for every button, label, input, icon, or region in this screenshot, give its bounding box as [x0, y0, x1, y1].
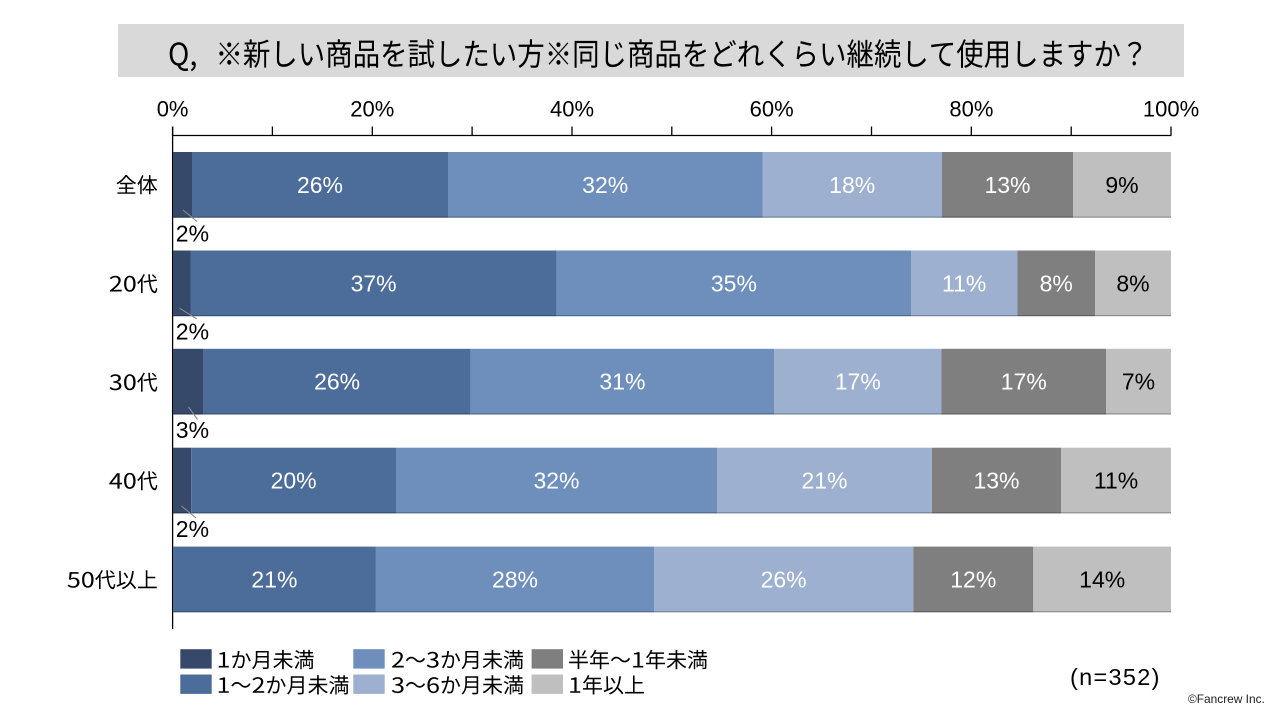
- svg-text:20%: 20%: [350, 97, 394, 122]
- svg-text:26%: 26%: [297, 172, 343, 198]
- svg-text:3%: 3%: [176, 417, 209, 443]
- svg-text:80%: 80%: [949, 97, 993, 122]
- svg-text:31%: 31%: [599, 369, 645, 395]
- svg-text:0%: 0%: [157, 97, 189, 122]
- svg-text:13%: 13%: [973, 468, 1019, 494]
- svg-text:13%: 13%: [984, 172, 1030, 198]
- svg-text:60%: 60%: [750, 97, 794, 122]
- svg-text:17%: 17%: [1001, 369, 1047, 395]
- svg-text:32%: 32%: [533, 468, 579, 494]
- svg-text:37%: 37%: [351, 270, 397, 296]
- svg-text:(n=352): (n=352): [1070, 664, 1161, 690]
- svg-text:©Fancrew Inc.: ©Fancrew Inc.: [1188, 692, 1265, 706]
- svg-text:12%: 12%: [950, 567, 996, 593]
- svg-text:7%: 7%: [1122, 369, 1155, 395]
- svg-text:26%: 26%: [314, 369, 360, 395]
- svg-text:11%: 11%: [1094, 468, 1138, 494]
- svg-text:40%: 40%: [550, 97, 594, 122]
- svg-text:17%: 17%: [835, 369, 881, 395]
- svg-text:8%: 8%: [1040, 270, 1073, 296]
- svg-text:2%: 2%: [176, 318, 209, 344]
- svg-text:2%: 2%: [176, 220, 209, 246]
- svg-text:20%: 20%: [271, 468, 317, 494]
- svg-text:26%: 26%: [761, 567, 807, 593]
- svg-text:21%: 21%: [251, 567, 297, 593]
- svg-text:100%: 100%: [1143, 97, 1199, 122]
- svg-text:35%: 35%: [711, 270, 757, 296]
- svg-text:28%: 28%: [492, 567, 538, 593]
- svg-text:9%: 9%: [1105, 172, 1138, 198]
- svg-text:32%: 32%: [582, 172, 628, 198]
- svg-text:11%: 11%: [942, 270, 986, 296]
- svg-text:21%: 21%: [801, 468, 847, 494]
- svg-text:14%: 14%: [1079, 567, 1125, 593]
- svg-text:8%: 8%: [1116, 270, 1149, 296]
- svg-text:2%: 2%: [176, 516, 209, 542]
- svg-text:18%: 18%: [829, 172, 875, 198]
